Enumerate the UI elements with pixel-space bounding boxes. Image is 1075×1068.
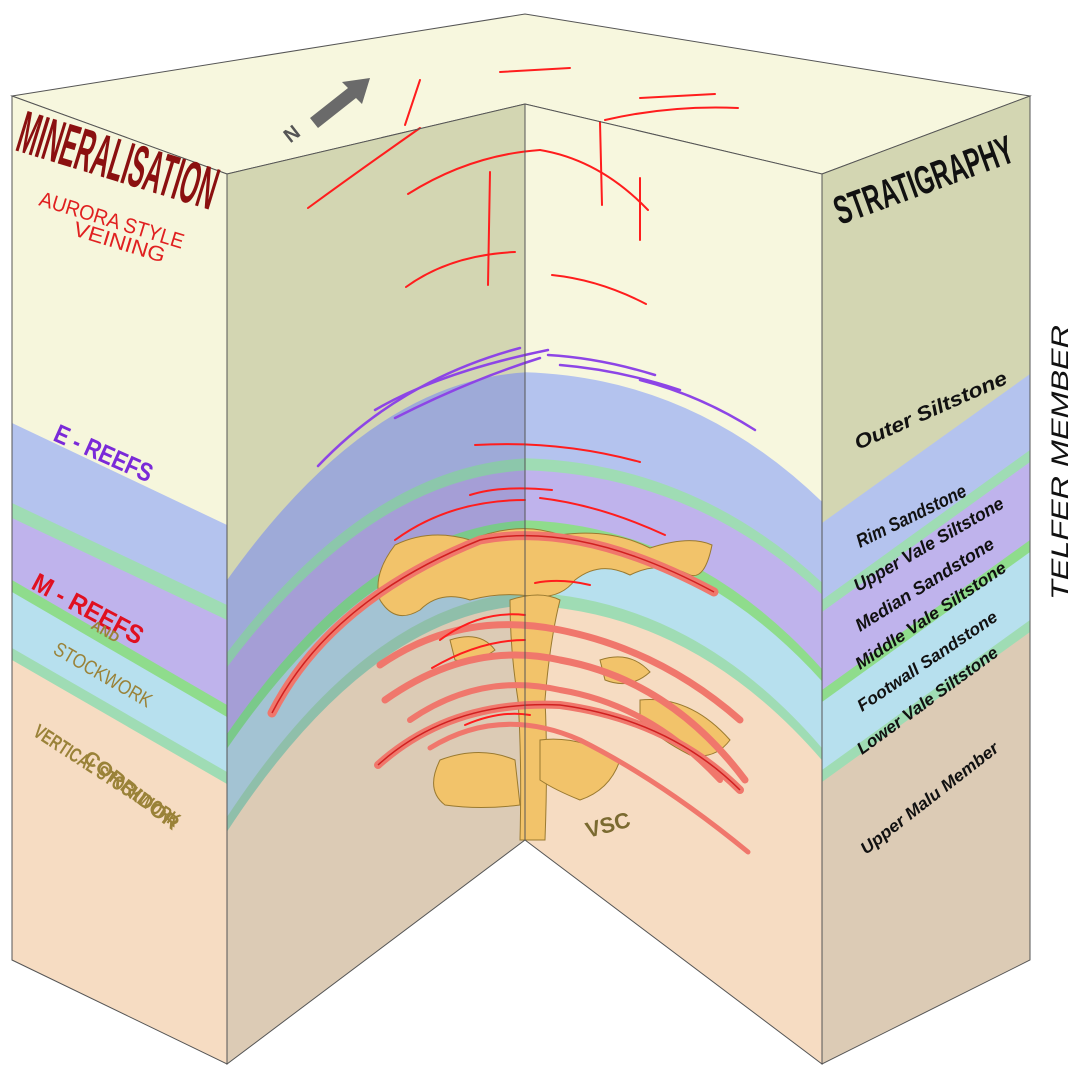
left-face [12, 96, 227, 1064]
right-face [822, 96, 1030, 1064]
e-reefs [316, 346, 757, 468]
m-reef-outlines [271, 534, 741, 791]
telfer-member-label: TELFER MEMBER [1047, 325, 1074, 600]
